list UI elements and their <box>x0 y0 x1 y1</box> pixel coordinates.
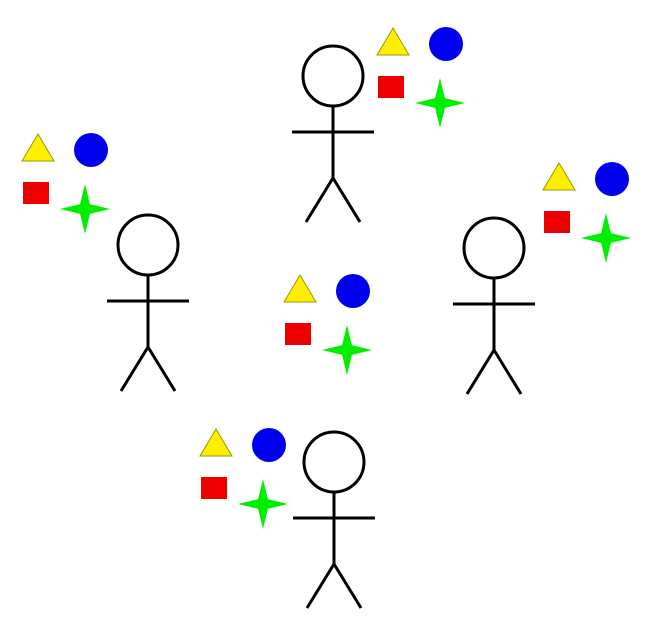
bottom-triangle-icon <box>199 428 233 457</box>
bottom-circle-icon <box>252 428 286 462</box>
stick-figure-bottom-left-leg <box>305 563 336 609</box>
left-star-icon <box>60 184 110 234</box>
right-triangle-icon <box>542 162 576 191</box>
center-star-icon <box>322 325 372 375</box>
top-circle-icon <box>429 27 463 61</box>
right-square-icon <box>544 211 570 233</box>
right-circle-icon <box>595 162 629 196</box>
center-square-icon <box>285 323 311 345</box>
figure-left <box>21 133 189 392</box>
shape-group-right <box>542 162 631 263</box>
top-square-icon <box>378 76 404 98</box>
left-square-icon <box>23 182 49 204</box>
stick-figure-left-left-leg <box>119 346 150 392</box>
bottom-square-icon <box>201 477 227 499</box>
top-star-icon <box>415 78 465 128</box>
bottom-star-icon <box>238 479 288 529</box>
left-circle-icon <box>74 133 108 167</box>
shape-group-center <box>283 274 372 375</box>
top-triangle-icon <box>376 27 410 56</box>
figure-top <box>292 27 465 223</box>
stick-figure-right-left-leg <box>465 349 496 395</box>
stick-figure-top-head <box>301 44 365 108</box>
figure-right <box>453 162 631 395</box>
stick-figure-left-head <box>116 213 180 277</box>
center-circle-icon <box>336 274 370 308</box>
left-triangle-icon <box>21 133 55 162</box>
stick-figure-bottom-right-leg <box>332 563 363 609</box>
stick-figure-top-right-leg <box>331 177 362 223</box>
figure-bottom <box>199 428 375 609</box>
shape-group-bottom <box>199 428 288 529</box>
center-triangle-icon <box>283 274 317 303</box>
stick-figure-left-right-leg <box>146 346 177 392</box>
right-star-icon <box>581 213 631 263</box>
stick-figure-top-left-leg <box>304 177 335 223</box>
stick-figure-right-right-leg <box>492 349 523 395</box>
stick-figure-bottom-head <box>302 430 366 494</box>
stick-figure-right-head <box>462 216 526 280</box>
shape-group-top <box>376 27 465 128</box>
shape-group-left <box>21 133 110 234</box>
